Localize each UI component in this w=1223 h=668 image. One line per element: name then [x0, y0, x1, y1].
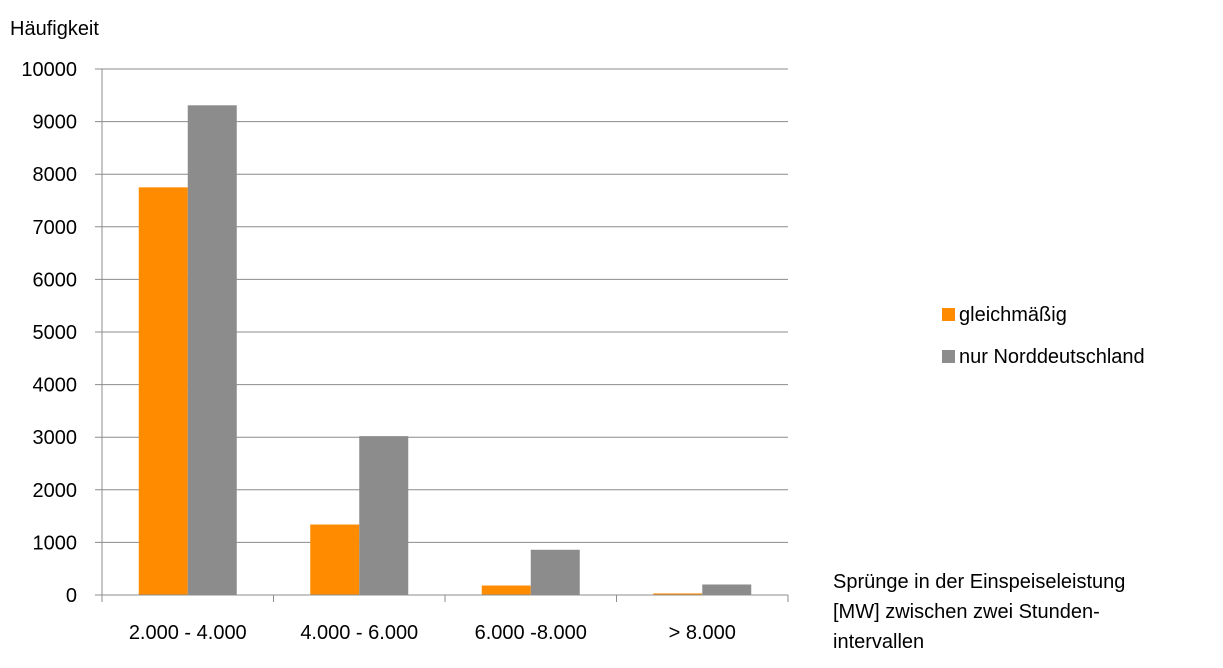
x-axis-label-line-1: Sprünge in der Einspeiseleistung	[833, 571, 1126, 593]
legend-label: nur Norddeutschland	[959, 346, 1145, 368]
y-tick-label: 7000	[33, 217, 78, 239]
bar-gleichmaessig	[310, 524, 360, 595]
y-axis-label: Häufigkeit	[10, 18, 99, 40]
bar-gleichmaessig	[481, 585, 531, 595]
x-tick-label: 4.000 - 6.000	[300, 622, 418, 644]
y-axis-ticks: 0 1000 2000 3000 4000 5000 6000 7000 8000 9000 100…	[21, 59, 77, 607]
bars	[138, 105, 752, 595]
bar-norddeutschland	[359, 436, 409, 595]
legend: gleichmäßig nur Norddeutschland	[942, 304, 1145, 368]
x-axis-label: Sprünge in der Einspeiseleistung [MW] zw…	[833, 567, 1223, 657]
bar-gleichmaessig	[653, 593, 703, 595]
bar-norddeutschland	[187, 105, 237, 595]
legend-swatch	[942, 308, 955, 321]
x-axis-label-line-3: intervallen	[833, 631, 925, 653]
y-tick-label: 0	[66, 585, 77, 607]
bar-norddeutschland	[702, 584, 752, 595]
y-tick-label: 4000	[33, 375, 78, 397]
y-tick-label: 1000	[33, 532, 78, 554]
y-tick-label: 3000	[33, 427, 78, 449]
y-tick-label: 8000	[33, 164, 78, 186]
x-tick-label: 2.000 - 4.000	[129, 622, 247, 644]
y-tick-label: 10000	[21, 59, 77, 81]
x-tick-label: 6.000 -8.000	[475, 622, 587, 644]
legend-swatch	[942, 350, 955, 363]
x-tick-label: > 8.000	[669, 622, 736, 644]
legend-label: gleichmäßig	[959, 304, 1067, 326]
y-tick-label: 2000	[33, 480, 78, 502]
bar-norddeutschland	[530, 549, 580, 595]
y-tick-label: 9000	[33, 112, 78, 134]
bar-gleichmaessig	[138, 187, 188, 595]
y-tick-label: 6000	[33, 269, 78, 291]
x-axis: 2.000 - 4.000 4.000 - 6.000 6.000 -8.000 > …	[101, 69, 789, 644]
y-tick-label: 5000	[33, 322, 78, 344]
x-axis-label-line-2: [MW] zwischen zwei Stunden-	[833, 601, 1100, 623]
